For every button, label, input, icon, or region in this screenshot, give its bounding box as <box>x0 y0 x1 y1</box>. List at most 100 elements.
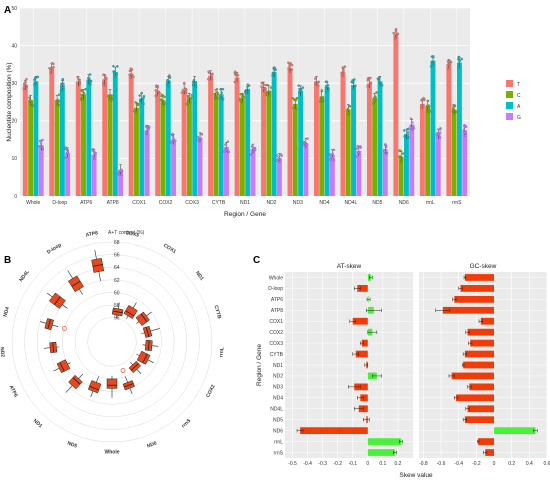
angular-label: ND2 <box>0 347 5 358</box>
data-point <box>348 105 352 108</box>
data-point <box>162 104 166 107</box>
data-point <box>406 135 410 139</box>
data-point <box>383 150 386 153</box>
bar-A-CYTB <box>218 94 224 196</box>
data-point <box>435 133 439 136</box>
box-0 <box>106 378 118 389</box>
data-point <box>341 73 344 77</box>
median-line <box>147 340 150 351</box>
data-point <box>106 94 110 98</box>
data-point <box>396 32 400 36</box>
data-point <box>352 80 355 83</box>
x-tick-label: -0.4 <box>303 461 312 467</box>
data-point <box>291 97 295 100</box>
y-tick-label: ATP6 <box>271 297 283 303</box>
data-point <box>65 152 69 155</box>
angular-label: Whole <box>105 450 120 456</box>
data-point <box>340 71 344 75</box>
data-point <box>438 131 442 134</box>
data-point <box>357 150 360 154</box>
radial-gridline <box>36 266 188 418</box>
data-point <box>219 94 222 97</box>
data-point <box>114 75 117 79</box>
data-point <box>113 71 117 74</box>
bar-C-COX3 <box>186 98 192 196</box>
y-tick-label: ND4 <box>273 396 283 402</box>
data-point <box>142 96 145 100</box>
data-point <box>239 93 242 96</box>
data-point <box>356 145 359 148</box>
skew-bar-CYTB <box>464 350 495 358</box>
y-tick-label: 50 <box>11 6 17 12</box>
data-point <box>102 83 105 86</box>
skew-bar-COX3 <box>470 339 495 347</box>
bar-C-COX1 <box>134 107 139 196</box>
data-point <box>271 74 274 77</box>
panel-a-bar-chart: 0 10 20 30 40 50 Whole D-loop ATP6 ATP8 COX1 COX2 CO… <box>6 6 521 218</box>
data-point <box>458 59 462 62</box>
y-tick-label: ND4L <box>270 407 283 413</box>
data-point <box>332 148 336 152</box>
data-point <box>279 153 283 156</box>
bar-G-ND2 <box>276 158 282 196</box>
data-point <box>38 139 42 143</box>
bar-T-ND6 <box>393 34 399 196</box>
data-point <box>265 93 268 96</box>
data-point <box>247 84 251 87</box>
data-point <box>320 100 324 104</box>
data-point <box>145 126 149 129</box>
data-point <box>246 85 249 88</box>
legend-label: T <box>517 82 520 88</box>
data-point <box>422 96 425 100</box>
data-point <box>251 145 254 148</box>
bar-C-rrnL <box>425 105 431 196</box>
data-point <box>314 82 317 85</box>
data-point <box>448 59 452 63</box>
data-point <box>138 94 141 97</box>
data-point <box>199 137 202 140</box>
data-point <box>432 63 436 66</box>
data-point <box>325 89 329 92</box>
data-point <box>200 132 203 136</box>
data-point <box>329 158 332 161</box>
skew-bar-rrnL <box>478 438 495 445</box>
x-tick-label: D-loop <box>52 200 67 206</box>
panel-label-b: B <box>4 255 11 266</box>
bar-C-ND1 <box>239 98 245 196</box>
data-point <box>236 73 240 77</box>
data-point <box>426 104 429 108</box>
data-point <box>84 88 87 91</box>
data-point <box>172 137 175 141</box>
bar-G-COX1 <box>144 130 150 196</box>
bar-A-Whole <box>33 81 39 196</box>
data-point <box>25 85 29 89</box>
data-point <box>171 135 175 138</box>
y-tick-label: 40 <box>11 43 17 49</box>
bar-G-ND1 <box>250 149 256 196</box>
data-point <box>36 75 40 79</box>
x-tick-label: ATP8 <box>107 200 119 206</box>
data-point <box>41 138 44 142</box>
bar-C-ATP8 <box>107 94 113 196</box>
data-point <box>160 94 163 98</box>
bar-A-D-loop <box>59 85 65 196</box>
bar-G-ATP8 <box>118 169 124 196</box>
data-point <box>375 91 378 94</box>
data-point <box>145 132 148 135</box>
data-point <box>320 98 323 102</box>
bar-T-COX3 <box>181 88 187 196</box>
data-point <box>452 112 456 116</box>
bar-T-CYTB <box>208 75 214 196</box>
data-point <box>288 62 291 66</box>
bar-T-ND1 <box>234 77 240 196</box>
data-point <box>61 77 65 81</box>
data-point <box>39 142 43 145</box>
data-point <box>320 89 324 92</box>
data-point <box>197 139 200 142</box>
data-point <box>301 86 305 89</box>
data-point <box>196 135 200 139</box>
data-point <box>133 109 136 113</box>
data-point <box>33 76 37 80</box>
x-tick-label: ND1 <box>240 200 250 206</box>
panel-c-skew-chart: AT-skew -0.5 -0.4 -0.3 -0.2 -0.1 0 0.1 0.2 GC-ske… <box>256 263 550 479</box>
